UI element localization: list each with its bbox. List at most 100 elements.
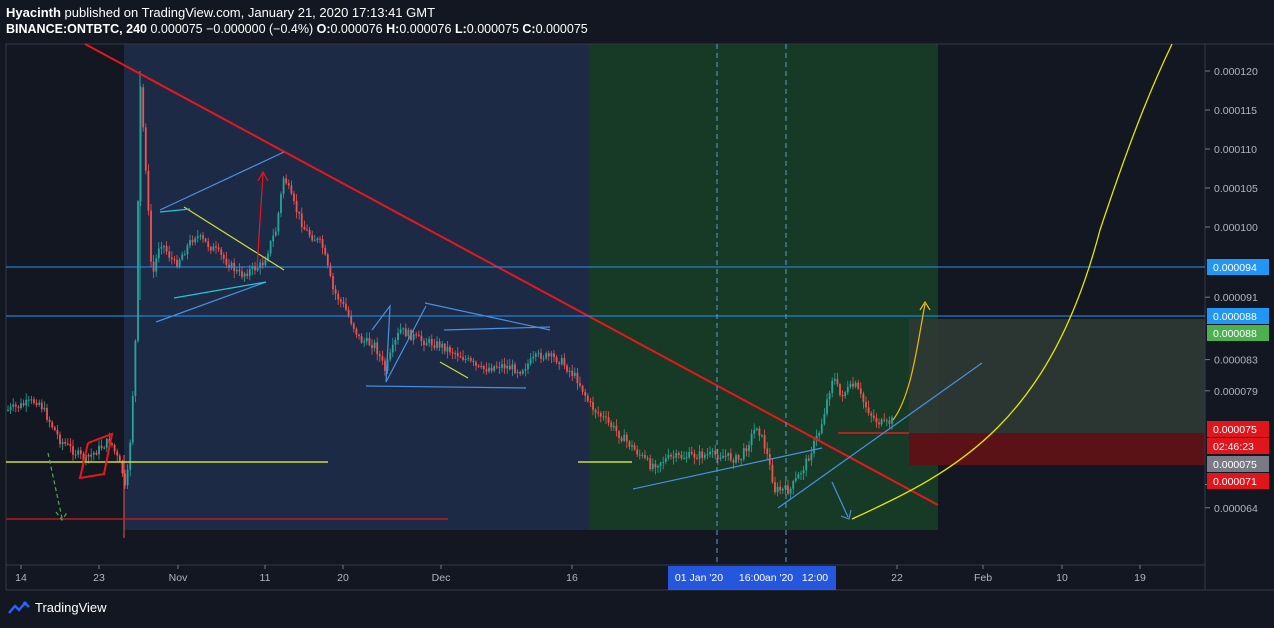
time-axis[interactable]: 14 23 Nov 11 20 Dec 16 22 Feb 10 19 bbox=[15, 565, 1146, 584]
candle-body bbox=[545, 353, 548, 359]
candle-body bbox=[186, 245, 189, 255]
publish-info: published on TradingView.com, January 21… bbox=[64, 5, 436, 20]
price-label-text: 0.000071 bbox=[1213, 476, 1257, 488]
candle-body bbox=[605, 416, 607, 418]
candle-body bbox=[633, 445, 636, 450]
candle-body bbox=[33, 399, 35, 403]
candle-body bbox=[693, 453, 696, 458]
candle-body bbox=[199, 235, 202, 237]
time-highlight-label: 16:00 bbox=[739, 572, 765, 584]
wedge-lower bbox=[155, 281, 267, 323]
candle-body bbox=[495, 366, 498, 368]
candle-body bbox=[43, 407, 46, 410]
candle-body bbox=[280, 193, 282, 214]
candle-body bbox=[690, 451, 693, 454]
candle-body bbox=[287, 183, 290, 186]
candle-body bbox=[183, 254, 186, 256]
candle-body bbox=[654, 463, 657, 468]
x-tick-label: 20 bbox=[337, 572, 349, 584]
candle-body bbox=[365, 337, 368, 342]
candle-body bbox=[40, 402, 43, 410]
candle-body bbox=[441, 343, 444, 348]
x-tick-label: Feb bbox=[974, 572, 992, 584]
candle-body bbox=[329, 265, 332, 276]
candle-body bbox=[794, 478, 797, 482]
candle-body bbox=[698, 451, 701, 459]
candle-body bbox=[402, 328, 405, 330]
candle-body bbox=[121, 461, 124, 474]
symbol-name[interactable]: BINANCE:ONTBTC, 240 bbox=[6, 22, 147, 36]
candle-body bbox=[66, 443, 69, 445]
candle-body bbox=[425, 343, 428, 346]
author-name[interactable]: Hyacinth bbox=[6, 5, 61, 20]
candles-layer bbox=[7, 71, 893, 538]
candle-body bbox=[802, 470, 805, 474]
candle-body bbox=[342, 301, 345, 304]
triangle-lower bbox=[365, 385, 527, 389]
candle-body bbox=[852, 383, 854, 387]
candle-body bbox=[220, 249, 223, 255]
candle-body bbox=[579, 383, 581, 386]
candle-body bbox=[592, 402, 594, 410]
candle-body bbox=[59, 434, 61, 445]
candle-body bbox=[160, 246, 163, 249]
candle-body bbox=[859, 388, 862, 394]
candle-body bbox=[386, 359, 389, 371]
candle-body bbox=[664, 458, 667, 462]
candle-body bbox=[722, 455, 724, 458]
candle-body bbox=[277, 213, 280, 232]
candle-body bbox=[238, 269, 241, 272]
candle-body bbox=[688, 451, 691, 458]
candle-body bbox=[264, 259, 267, 266]
candle-body bbox=[126, 469, 129, 486]
candle-body bbox=[758, 428, 761, 436]
price-label-box bbox=[1207, 259, 1269, 275]
candle-body bbox=[833, 378, 836, 381]
candle-body bbox=[290, 185, 293, 194]
candle-body bbox=[865, 401, 867, 408]
candle-body bbox=[105, 438, 108, 448]
candle-body bbox=[547, 353, 550, 357]
candle-body bbox=[501, 364, 503, 368]
arrow-red-up bbox=[256, 170, 269, 269]
candle-body bbox=[82, 454, 85, 461]
candle-body bbox=[274, 231, 277, 236]
candle-body bbox=[475, 362, 477, 366]
candle-body bbox=[350, 315, 353, 324]
candle-body bbox=[332, 275, 334, 290]
candle-body bbox=[269, 241, 272, 254]
candle-body bbox=[485, 369, 488, 372]
candle-body bbox=[602, 416, 605, 418]
zone-blue bbox=[124, 44, 589, 530]
candle-body bbox=[38, 402, 41, 405]
candle-body bbox=[524, 369, 527, 371]
candle-body bbox=[534, 353, 537, 357]
x-tick-label: 22 bbox=[891, 572, 903, 584]
candle-body bbox=[553, 353, 555, 358]
parabola-curve bbox=[851, 43, 1173, 520]
candle-body bbox=[48, 419, 51, 423]
candle-body bbox=[20, 403, 22, 408]
candle-body bbox=[612, 425, 615, 428]
red-box bbox=[78, 432, 114, 480]
target-zone bbox=[909, 319, 1205, 433]
publish-line: Hyacinth published on TradingView.com, J… bbox=[6, 5, 435, 20]
candle-body bbox=[883, 419, 886, 421]
candle-body bbox=[391, 344, 394, 353]
candle-body bbox=[321, 239, 324, 248]
candle-body bbox=[324, 247, 327, 255]
price-label-box bbox=[1207, 325, 1269, 341]
candle-body bbox=[129, 442, 132, 470]
candle-body bbox=[490, 367, 493, 371]
candle-body bbox=[371, 344, 373, 349]
y-tick-label: 0.000079 bbox=[1214, 386, 1258, 398]
candle-body bbox=[563, 358, 566, 366]
candle-body bbox=[878, 422, 880, 425]
brand[interactable]: TradingView bbox=[8, 600, 107, 615]
price-label-box bbox=[1207, 456, 1269, 472]
candle-body bbox=[888, 420, 891, 424]
candle-body bbox=[399, 329, 402, 333]
candle-body bbox=[134, 340, 137, 396]
candle-body bbox=[631, 445, 633, 447]
